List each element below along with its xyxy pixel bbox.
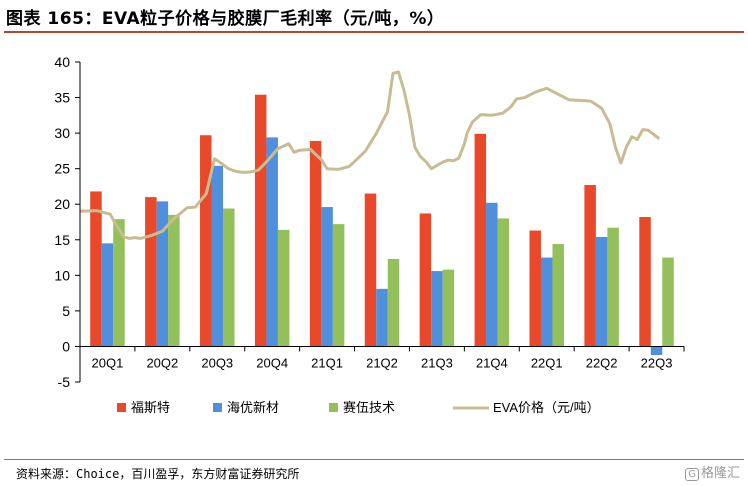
fusi-bar bbox=[309, 140, 322, 347]
saiwu-bar bbox=[387, 258, 400, 347]
watermark-logo-icon: G bbox=[685, 468, 699, 481]
saiwu-bar bbox=[607, 227, 619, 347]
fusi-bar bbox=[364, 193, 377, 347]
legend: 福斯特 海优新材 赛伍技术 EVA价格（元/吨） bbox=[117, 400, 600, 415]
watermark: G 格隆汇 bbox=[685, 462, 740, 481]
legend-label: EVA价格（元/吨） bbox=[493, 400, 600, 415]
eva-price-line bbox=[79, 70, 661, 240]
haiyou-bar bbox=[376, 288, 388, 347]
y-tick-label: 20 bbox=[54, 196, 70, 212]
x-tick-label: 22Q1 bbox=[531, 355, 563, 370]
x-tick-label: 20Q4 bbox=[256, 355, 288, 370]
y-tick-label: 25 bbox=[54, 161, 70, 177]
x-tick-label: 22Q2 bbox=[586, 355, 618, 370]
x-tick-label: 20Q1 bbox=[92, 355, 124, 370]
watermark-text: 格隆汇 bbox=[700, 466, 740, 481]
saiwu-bar bbox=[332, 224, 345, 347]
saiwu-bar bbox=[497, 218, 510, 347]
fusi-bar bbox=[529, 230, 541, 347]
x-tick-label: 21Q3 bbox=[421, 355, 453, 370]
y-tick-label: 30 bbox=[54, 125, 70, 141]
source-note: 资料来源：Choice，百川盈孚，东方财富证券研究所 bbox=[16, 467, 300, 481]
y-tick-label: 0 bbox=[62, 338, 70, 354]
haiyou-bar bbox=[101, 243, 114, 347]
y-tick-label: 15 bbox=[54, 232, 70, 248]
haiyou-bar bbox=[321, 207, 333, 347]
y-tick-label: 5 bbox=[62, 303, 70, 319]
legend-label: 福斯特 bbox=[131, 400, 170, 415]
fusi-bar bbox=[584, 185, 596, 347]
haiyou-bar bbox=[595, 236, 608, 347]
chart-area: 40 35 30 25 20 15 10 5 0 -5 20Q1 20Q2 20Q3 20Q4 21Q1 21… bbox=[54, 54, 685, 415]
bar-series bbox=[90, 94, 674, 355]
haiyou-bar bbox=[486, 202, 498, 347]
chart-title: 图表 165：EVA粒子价格与胶膜厂毛利率（元/吨，%） bbox=[6, 9, 445, 29]
haiyou-bar bbox=[431, 271, 443, 347]
x-tick-label: 22Q3 bbox=[641, 355, 673, 370]
haiyou-bar bbox=[650, 346, 663, 355]
footer-divider bbox=[4, 459, 744, 460]
saiwu-bar bbox=[277, 229, 290, 347]
saiwu-bar bbox=[662, 257, 674, 347]
x-tick-label: 21Q2 bbox=[366, 355, 398, 370]
fusi-bar bbox=[145, 197, 157, 347]
legend-swatch-saiwu-bar bbox=[329, 403, 338, 412]
x-tick-label: 21Q4 bbox=[476, 355, 508, 370]
haiyou-bar bbox=[540, 257, 553, 347]
saiwu-bar bbox=[113, 219, 125, 347]
fusi-bar bbox=[254, 94, 267, 347]
y-tick-label: 10 bbox=[54, 267, 70, 283]
haiyou-bar bbox=[211, 165, 224, 347]
haiyou-bar bbox=[156, 201, 169, 347]
legend-label: 赛伍技术 bbox=[343, 400, 395, 415]
eva-price-line-layer bbox=[79, 70, 661, 240]
saiwu-bar bbox=[442, 269, 455, 347]
x-tick-label: 20Q3 bbox=[201, 355, 233, 370]
y-tick-label: 35 bbox=[54, 90, 70, 106]
saiwu-bar bbox=[223, 208, 235, 347]
saiwu-bar bbox=[552, 244, 564, 347]
title-divider bbox=[4, 31, 744, 33]
saiwu-bar bbox=[168, 214, 180, 347]
legend-label: 海优新材 bbox=[227, 400, 279, 415]
y-tick-label: 40 bbox=[54, 54, 70, 70]
fusi-bar bbox=[90, 191, 102, 347]
fusi-bar bbox=[639, 217, 651, 347]
y-tick-label: -5 bbox=[58, 374, 71, 390]
x-tick-label: 21Q1 bbox=[311, 355, 343, 370]
axes: 40 35 30 25 20 15 10 5 0 -5 20Q1 20Q2 20Q3 20Q4 21Q1 21… bbox=[54, 54, 685, 390]
haiyou-bar bbox=[266, 137, 278, 347]
fusi-bar bbox=[474, 133, 487, 347]
x-tick-label: 20Q2 bbox=[146, 355, 178, 370]
fusi-bar bbox=[200, 135, 212, 347]
legend-swatch-haiyou-bar bbox=[213, 403, 222, 412]
legend-swatch-fusi-bar bbox=[117, 403, 126, 412]
fusi-bar bbox=[419, 213, 432, 347]
